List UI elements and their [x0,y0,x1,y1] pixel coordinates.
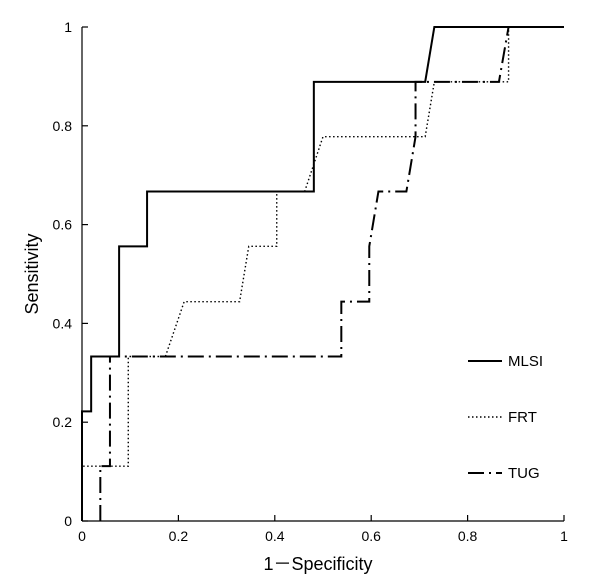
axes [81,27,564,522]
legend: MLSI FRT TUG [468,353,543,482]
ticks [81,26,565,522]
y-tick-label: 0.8 [53,118,73,134]
x-axis-title: 1－Specificity [263,554,372,574]
legend-label-mlsi: MLSI [508,353,543,370]
y-tick-label: 0.2 [53,414,73,430]
x-tick-label: 0.6 [361,528,381,544]
legend-label-frt: FRT [508,409,537,426]
x-tick-label: 1 [560,528,568,544]
y-tick-label: 0 [64,513,72,529]
x-tick-label: 0.8 [458,528,478,544]
legend-label-tug: TUG [508,465,540,482]
y-tick-label: 1 [64,19,72,35]
series-line-mlsi [81,26,564,521]
series-line-tug [99,26,564,521]
x-tick-label: 0.4 [265,528,285,544]
tick-labels: 0 0.2 0.4 0.6 0.8 1 0 0.2 0.4 0.6 0.8 1 [53,19,569,544]
series-line-frt [81,26,564,521]
y-axis-title: Sensitivity [22,233,42,314]
series-layer [81,26,564,521]
y-tick-label: 0.6 [53,217,73,233]
y-tick-label: 0.4 [53,315,73,331]
x-tick-label: 0.2 [169,528,189,544]
x-tick-label: 0 [78,528,86,544]
